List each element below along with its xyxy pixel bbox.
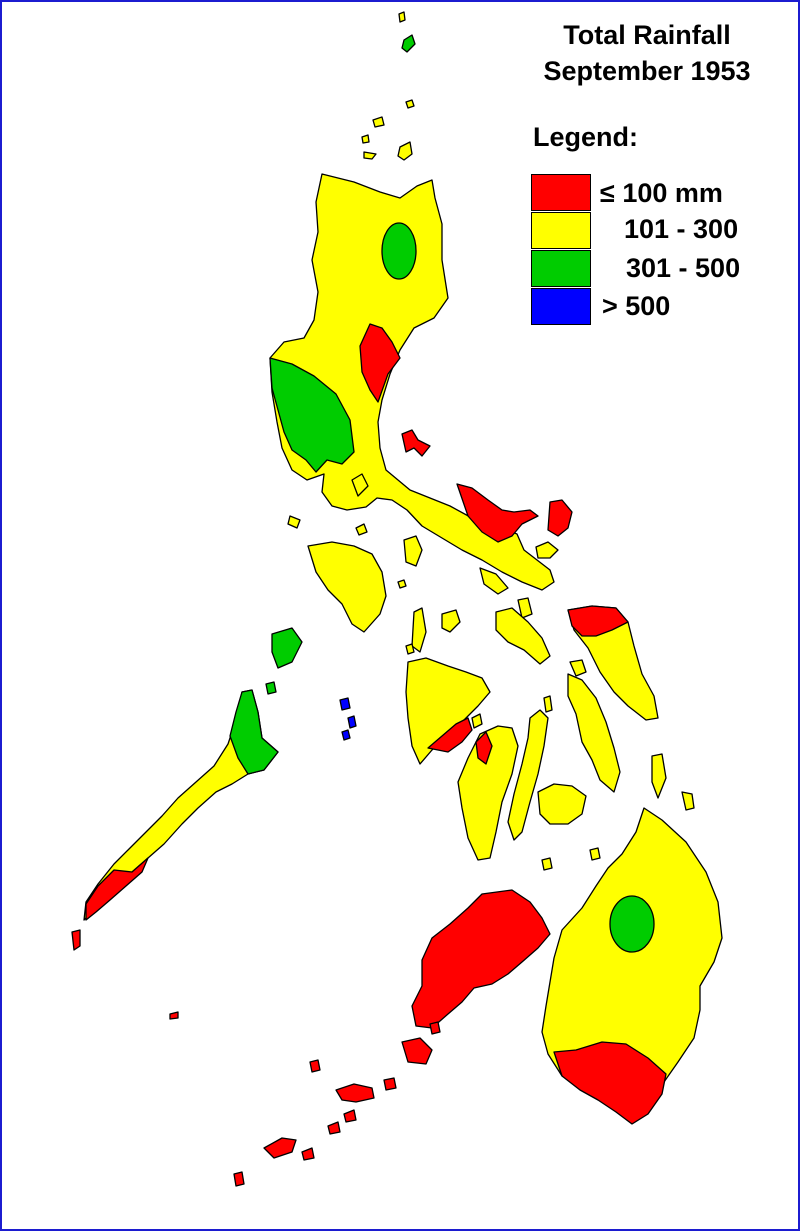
legend-label-2: 101 - 300	[624, 214, 739, 244]
island-cuyo-2	[347, 715, 357, 729]
island-babuyan-2	[372, 116, 385, 128]
island-batanes-2	[401, 34, 416, 53]
island-jolo	[335, 1083, 375, 1103]
island-cebu-north	[543, 695, 553, 713]
zone-luzon-red-polillo	[401, 429, 431, 457]
region-negros	[457, 725, 519, 861]
island-guimaras	[471, 713, 483, 729]
zone-negros-red	[475, 731, 493, 765]
map-title-line-1: Total Rainfall	[563, 20, 731, 50]
legend-swatch-yellow	[531, 212, 591, 249]
island-sulu-3	[309, 1059, 321, 1073]
island-camiguin	[589, 847, 601, 861]
islet-luzon-2	[287, 515, 301, 529]
island-siquijor	[541, 857, 553, 871]
island-ticao	[517, 597, 533, 619]
island-dinagat	[651, 753, 667, 799]
island-sibuyan	[441, 609, 461, 633]
island-masbate	[495, 607, 551, 665]
island-cuyo-3	[341, 729, 351, 741]
legend-swatch-green	[531, 250, 591, 287]
zone-luzon-green-west	[269, 357, 355, 473]
island-siargao	[681, 791, 695, 811]
zone-samar-red	[567, 605, 629, 637]
region-mindoro	[307, 541, 387, 633]
zone-luzon-red-east	[359, 323, 401, 403]
island-sulu-7	[169, 1011, 179, 1020]
island-sulu-2	[383, 1077, 397, 1091]
legend-swatch-red	[531, 174, 591, 211]
islet-sibuyan-sea-2	[405, 643, 415, 655]
island-basilan	[401, 1037, 433, 1065]
island-babuyan-3	[397, 141, 413, 161]
island-tablas	[411, 607, 427, 653]
zone-catanduanes-red	[547, 499, 573, 537]
zone-mindanao-red-south	[553, 1041, 667, 1125]
zone-bicol-red	[456, 483, 539, 543]
islet-luzon-4	[535, 541, 559, 559]
zone-palawan-red	[85, 857, 149, 921]
legend-label-4: > 500	[602, 291, 671, 321]
island-tawi-1	[263, 1137, 297, 1159]
region-leyte	[567, 673, 621, 793]
island-sulu-8	[429, 1021, 441, 1035]
region-cebu	[507, 709, 549, 841]
legend-swatch-blue	[531, 288, 591, 325]
island-calamian	[271, 627, 303, 669]
legend-label-3: 301 - 500	[626, 253, 741, 283]
legend-heading: Legend:	[533, 122, 638, 152]
islet-sibuyan-sea-1	[397, 579, 407, 589]
island-calamian-2	[265, 681, 277, 695]
region-zamboanga-peninsula	[411, 889, 551, 1029]
island-babuyan-1	[405, 99, 415, 109]
island-cuyo-1	[339, 697, 351, 711]
island-tawi-2	[233, 1171, 245, 1187]
island-biliran	[569, 659, 587, 677]
island-burias	[479, 567, 509, 595]
island-sulu-4	[301, 1147, 315, 1161]
zone-palawan-green	[229, 689, 279, 775]
island-batanes-1	[398, 11, 406, 23]
island-sulu-6	[343, 1109, 357, 1123]
island-babuyan-4	[361, 134, 370, 144]
region-bohol	[537, 783, 587, 825]
island-sulu-5	[327, 1121, 341, 1135]
islet-luzon-1	[351, 473, 369, 497]
islet-luzon-3	[355, 523, 368, 536]
zone-luzon-green-north	[381, 222, 417, 280]
map-title-line-2: September 1953	[543, 56, 751, 86]
zone-mindanao-green	[609, 895, 655, 953]
zone-panay-red	[427, 717, 473, 753]
region-luzon	[269, 173, 555, 591]
island-marinduque	[403, 535, 423, 567]
legend-label-1: ≤ 100 mm	[600, 178, 723, 208]
island-babuyan-5	[363, 151, 377, 160]
island-balabac	[71, 929, 81, 951]
